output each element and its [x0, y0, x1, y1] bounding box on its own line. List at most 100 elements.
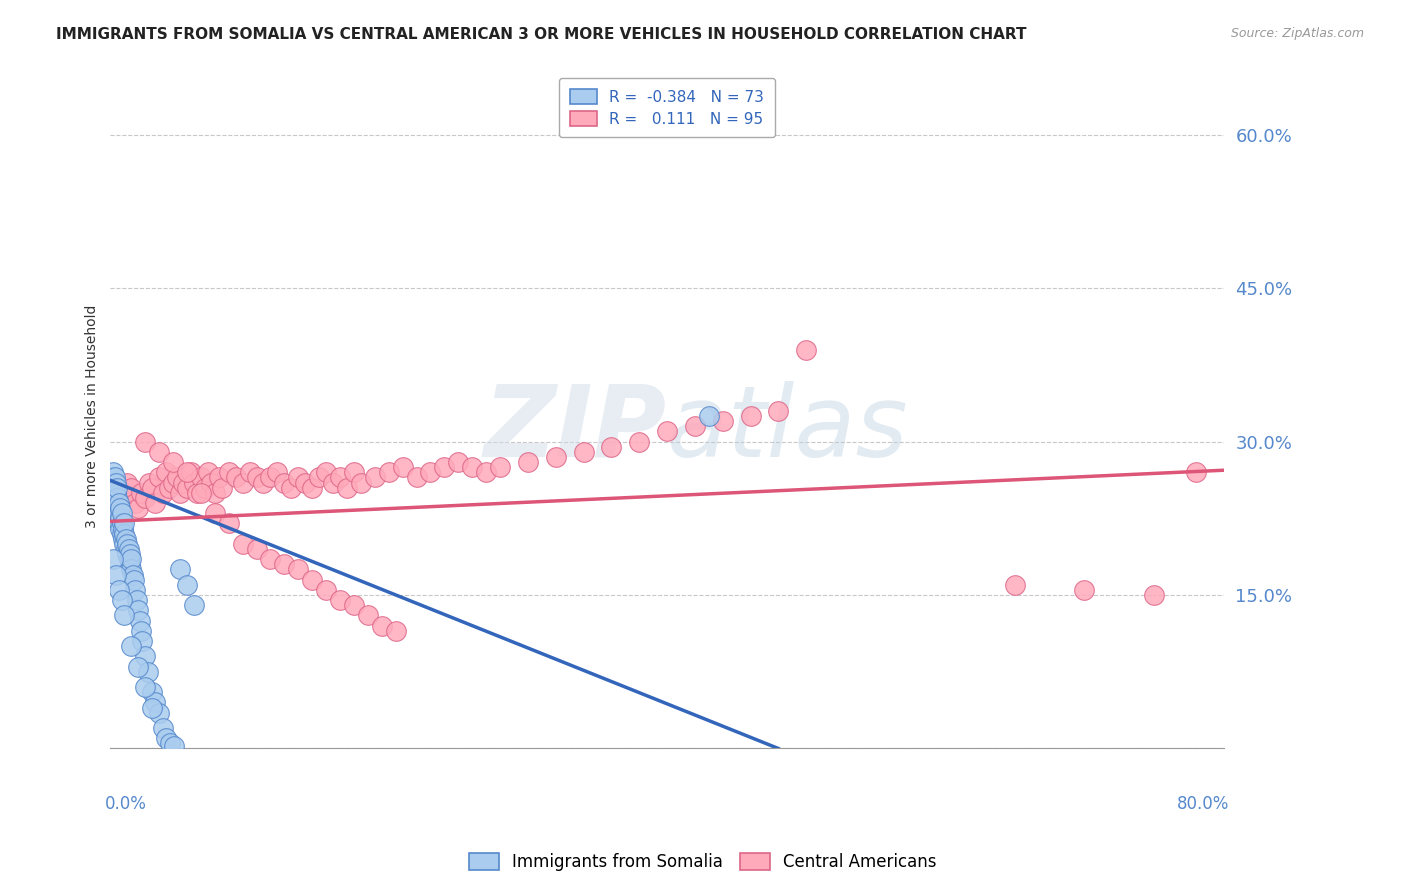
- Point: [489, 460, 512, 475]
- Point: [172, 475, 194, 490]
- Point: [225, 470, 247, 484]
- Point: [218, 465, 240, 479]
- Point: [1185, 465, 1208, 479]
- Point: [544, 450, 567, 464]
- Point: [134, 680, 156, 694]
- Point: [516, 455, 538, 469]
- Point: [141, 700, 163, 714]
- Point: [110, 593, 132, 607]
- Point: [162, 455, 184, 469]
- Point: [329, 470, 352, 484]
- Point: [118, 558, 141, 572]
- Point: [169, 562, 191, 576]
- Point: [148, 470, 170, 484]
- Text: atlas: atlas: [666, 381, 908, 478]
- Point: [120, 481, 142, 495]
- Point: [103, 491, 125, 505]
- Point: [357, 608, 380, 623]
- Point: [572, 445, 595, 459]
- Point: [794, 343, 817, 357]
- Point: [155, 731, 177, 746]
- Point: [183, 475, 205, 490]
- Point: [461, 460, 484, 475]
- Point: [384, 624, 406, 638]
- Point: [1073, 582, 1095, 597]
- Point: [200, 475, 222, 490]
- Point: [110, 516, 132, 531]
- Point: [103, 552, 125, 566]
- Point: [134, 649, 156, 664]
- Point: [405, 470, 427, 484]
- Point: [190, 470, 212, 484]
- Point: [232, 475, 254, 490]
- Point: [141, 685, 163, 699]
- Point: [697, 409, 720, 423]
- Text: 80.0%: 80.0%: [1177, 795, 1229, 813]
- Point: [114, 541, 136, 556]
- Point: [103, 501, 125, 516]
- Point: [110, 491, 132, 505]
- Point: [259, 470, 281, 484]
- Text: Source: ZipAtlas.com: Source: ZipAtlas.com: [1230, 27, 1364, 40]
- Point: [105, 496, 128, 510]
- Point: [120, 562, 142, 576]
- Point: [120, 552, 142, 566]
- Point: [107, 506, 129, 520]
- Point: [124, 496, 146, 510]
- Point: [103, 470, 125, 484]
- Point: [204, 485, 226, 500]
- Point: [112, 526, 135, 541]
- Point: [475, 465, 498, 479]
- Point: [600, 440, 623, 454]
- Point: [711, 414, 734, 428]
- Point: [308, 470, 330, 484]
- Point: [391, 460, 413, 475]
- Point: [157, 481, 180, 495]
- Legend: R =  -0.384   N = 73, R =   0.111   N = 95: R = -0.384 N = 73, R = 0.111 N = 95: [560, 78, 775, 137]
- Point: [101, 481, 124, 495]
- Point: [127, 603, 149, 617]
- Point: [105, 481, 128, 495]
- Point: [218, 516, 240, 531]
- Point: [419, 465, 441, 479]
- Point: [112, 485, 135, 500]
- Point: [190, 485, 212, 500]
- Point: [105, 491, 128, 505]
- Point: [120, 639, 142, 653]
- Point: [287, 562, 309, 576]
- Point: [768, 404, 790, 418]
- Point: [148, 706, 170, 720]
- Point: [273, 475, 295, 490]
- Point: [148, 445, 170, 459]
- Point: [1004, 578, 1026, 592]
- Point: [110, 506, 132, 520]
- Text: ZIP: ZIP: [484, 381, 666, 478]
- Text: 0.0%: 0.0%: [105, 795, 146, 813]
- Point: [104, 485, 127, 500]
- Point: [104, 496, 127, 510]
- Point: [143, 496, 166, 510]
- Point: [152, 721, 174, 735]
- Point: [336, 481, 359, 495]
- Point: [104, 567, 127, 582]
- Point: [740, 409, 762, 423]
- Point: [117, 552, 139, 566]
- Point: [108, 522, 131, 536]
- Point: [117, 541, 139, 556]
- Point: [211, 481, 233, 495]
- Point: [350, 475, 373, 490]
- Point: [127, 659, 149, 673]
- Point: [108, 511, 131, 525]
- Point: [194, 481, 217, 495]
- Point: [143, 695, 166, 709]
- Point: [377, 465, 399, 479]
- Point: [245, 541, 267, 556]
- Point: [108, 501, 131, 516]
- Point: [162, 475, 184, 490]
- Point: [1143, 588, 1166, 602]
- Point: [105, 511, 128, 525]
- Point: [103, 481, 125, 495]
- Point: [112, 537, 135, 551]
- Point: [128, 614, 150, 628]
- Point: [121, 567, 143, 582]
